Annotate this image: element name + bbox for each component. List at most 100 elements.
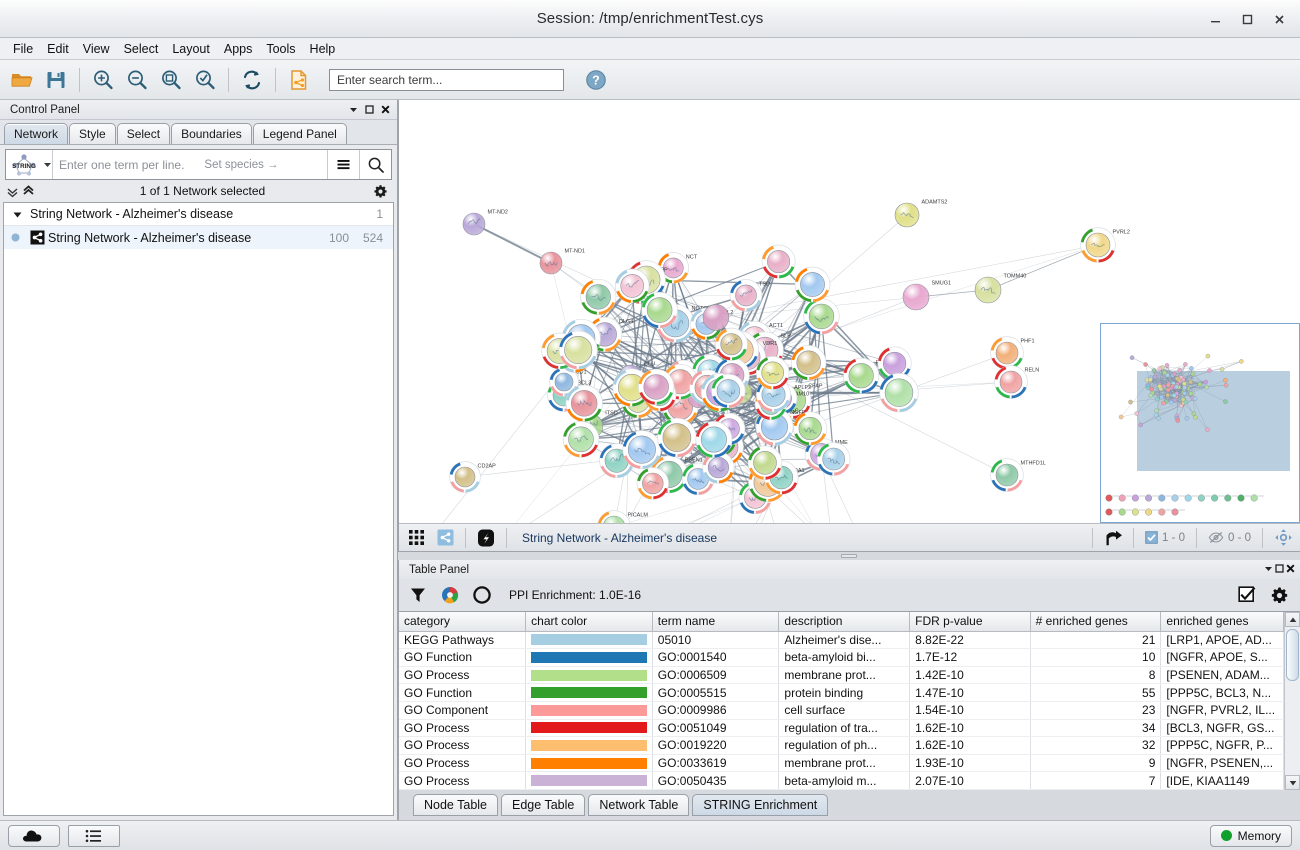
- network-node[interactable]: [999, 370, 1023, 394]
- network-node[interactable]: [564, 336, 593, 365]
- network-node[interactable]: [753, 450, 777, 475]
- menu-view[interactable]: View: [82, 41, 110, 56]
- network-node[interactable]: [720, 333, 743, 356]
- gear-icon[interactable]: [369, 184, 391, 199]
- tab-node-table[interactable]: Node Table: [413, 794, 499, 816]
- col-description[interactable]: description: [778, 612, 911, 632]
- grid-layout-icon[interactable]: [403, 526, 429, 550]
- network-share-icon[interactable]: [432, 526, 458, 550]
- refresh-icon[interactable]: [236, 64, 268, 96]
- scroll-up-arrow-icon[interactable]: [1285, 612, 1300, 627]
- hidden-nodes-counter[interactable]: 0 - 0: [1204, 531, 1255, 544]
- network-node[interactable]: [662, 257, 684, 279]
- maximize-panel-icon[interactable]: [361, 102, 377, 118]
- col-enriched-genes[interactable]: enriched genes: [1160, 612, 1284, 632]
- col-chart-color[interactable]: chart color: [525, 612, 653, 632]
- tab-legend-panel[interactable]: Legend Panel: [252, 123, 347, 144]
- tab-select[interactable]: Select: [116, 123, 171, 144]
- annotation-tool-icon[interactable]: [473, 526, 499, 550]
- open-session-icon[interactable]: [6, 64, 38, 96]
- table-row[interactable]: GO Process GO:0051049 regulation of tra...…: [399, 719, 1284, 738]
- network-node[interactable]: [995, 341, 1019, 365]
- network-node[interactable]: [767, 250, 791, 274]
- menu-edit[interactable]: Edit: [47, 41, 69, 56]
- network-nodes[interactable]: MT-ND2MT-ND1VSNL1CD2APMS4A4AMS4A6AMS4A4E…: [400, 200, 1130, 524]
- col-enriched-gene-count[interactable]: # enriched genes: [1030, 612, 1162, 632]
- tab-style[interactable]: Style: [69, 123, 116, 144]
- close-icon[interactable]: [1264, 5, 1294, 33]
- network-node[interactable]: [643, 374, 669, 400]
- menu-tools[interactable]: Tools: [266, 41, 296, 56]
- save-session-icon[interactable]: [40, 64, 72, 96]
- network-node[interactable]: [462, 212, 486, 236]
- menu-select[interactable]: Select: [123, 41, 159, 56]
- network-canvas[interactable]: MT-ND2MT-ND1VSNL1CD2APMS4A4AMS4A6AMS4A4E…: [399, 100, 1300, 523]
- tab-network[interactable]: Network: [4, 123, 69, 144]
- memory-button[interactable]: Memory: [1209, 824, 1292, 847]
- string-query-input[interactable]: Enter one term per line. Set species →: [53, 158, 327, 172]
- col-fdr-p-value[interactable]: FDR p-value: [909, 612, 1031, 632]
- tab-edge-table[interactable]: Edge Table: [501, 794, 586, 816]
- checkbox-checked-icon[interactable]: [1234, 582, 1260, 608]
- zoom-in-icon[interactable]: [87, 64, 119, 96]
- enrichment-table[interactable]: category chart color term name descripti…: [399, 612, 1284, 790]
- table-row[interactable]: GO Component GO:0009986 cell surface 1.54E-…: [399, 701, 1284, 720]
- table-row[interactable]: GO Process GO:0050435 beta-amyloid m... 2.0…: [399, 771, 1284, 790]
- tab-boundaries[interactable]: Boundaries: [171, 123, 252, 144]
- network-node[interactable]: [822, 447, 846, 471]
- minimize-icon[interactable]: [1200, 5, 1230, 33]
- filter-icon[interactable]: [405, 582, 431, 608]
- network-node[interactable]: [796, 350, 821, 375]
- export-image-icon[interactable]: [1100, 526, 1126, 550]
- table-row[interactable]: GO Process GO:0006509 membrane prot... 1.42…: [399, 666, 1284, 685]
- triangle-down-icon[interactable]: [4, 209, 30, 220]
- col-category[interactable]: category: [399, 612, 527, 632]
- network-node[interactable]: [800, 272, 825, 297]
- tab-string-enrichment[interactable]: STRING Enrichment: [692, 794, 829, 816]
- set-species-link[interactable]: Set species →: [204, 158, 279, 171]
- scrollbar-thumb[interactable]: [1286, 629, 1299, 681]
- table-row[interactable]: GO Function GO:0001540 beta-amyloid bi... 1…: [399, 648, 1284, 667]
- enrichment-table-wrapper[interactable]: category chart color term name descripti…: [399, 611, 1300, 790]
- export-network-icon[interactable]: [283, 64, 315, 96]
- tab-network-table[interactable]: Network Table: [588, 794, 690, 816]
- string-species-caret-icon[interactable]: [42, 160, 52, 169]
- search-input[interactable]: [335, 71, 558, 88]
- network-node[interactable]: [798, 416, 822, 441]
- network-node[interactable]: [702, 304, 730, 331]
- network-node[interactable]: [603, 515, 625, 523]
- table-row[interactable]: GO Function GO:0005515 protein binding 1.47…: [399, 683, 1284, 702]
- network-graph[interactable]: MT-ND2MT-ND1VSNL1CD2APMS4A4AMS4A6AMS4A4E…: [399, 100, 1287, 523]
- close-panel-icon[interactable]: [1285, 563, 1296, 577]
- menu-help[interactable]: Help: [309, 41, 336, 56]
- maximize-icon[interactable]: [1232, 5, 1262, 33]
- network-node[interactable]: [716, 379, 741, 403]
- network-node[interactable]: [995, 463, 1019, 487]
- zoom-fit-network-icon[interactable]: [155, 64, 187, 96]
- table-row[interactable]: GO Process GO:0019220 regulation of ph... 1…: [399, 736, 1284, 755]
- network-node[interactable]: [902, 283, 930, 311]
- gear-icon[interactable]: [1266, 582, 1292, 608]
- col-term-name[interactable]: term name: [652, 612, 780, 632]
- table-row[interactable]: KEGG Pathways 05010 Alzheimer's dise... 8.8…: [399, 631, 1284, 650]
- help-icon[interactable]: ?: [580, 64, 612, 96]
- chart-color-palette-icon[interactable]: [437, 582, 463, 608]
- selected-nodes-counter[interactable]: 1 - 0: [1141, 531, 1189, 544]
- network-tree-group-row[interactable]: String Network - Alzheimer's disease 1: [4, 203, 393, 226]
- magnifier-icon[interactable]: [360, 150, 391, 179]
- network-node[interactable]: [848, 363, 874, 389]
- network-node[interactable]: [883, 351, 907, 376]
- cloud-icon[interactable]: [8, 824, 60, 847]
- panel-splitter[interactable]: [398, 552, 1300, 560]
- network-node[interactable]: [808, 303, 835, 330]
- scroll-down-arrow-icon[interactable]: [1285, 775, 1300, 790]
- network-node[interactable]: [700, 426, 727, 453]
- network-node[interactable]: [884, 378, 914, 407]
- menu-layout[interactable]: Layout: [172, 41, 210, 56]
- maximize-panel-icon[interactable]: [1274, 563, 1285, 577]
- task-list-icon[interactable]: [68, 824, 120, 847]
- network-node[interactable]: [642, 472, 664, 495]
- menu-apps[interactable]: Apps: [223, 41, 253, 56]
- donut-ring-icon[interactable]: [469, 582, 495, 608]
- network-node[interactable]: [761, 361, 785, 385]
